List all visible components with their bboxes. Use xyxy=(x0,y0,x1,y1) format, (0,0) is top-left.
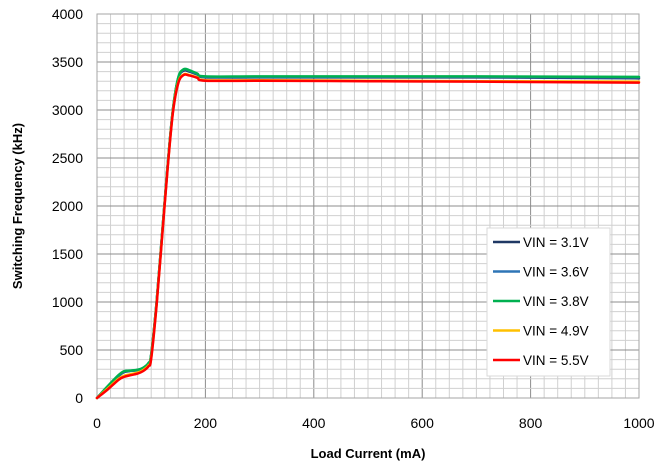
series-line-5 xyxy=(95,73,641,400)
legend-label: VIN = 3.1V xyxy=(523,235,589,250)
legend-label: VIN = 4.9V xyxy=(523,324,589,339)
y-tick-label: 1000 xyxy=(52,294,83,310)
y-tick-label: 500 xyxy=(60,342,84,358)
x-tick-label: 0 xyxy=(93,415,101,431)
series-lines xyxy=(95,67,641,400)
y-axis: 0 500 1000 1500 2000 2500 3000 3500 4000 xyxy=(52,6,83,406)
legend-label: VIN = 3.8V xyxy=(523,294,589,309)
x-tick-label: 800 xyxy=(519,415,543,431)
legend-label: VIN = 5.5V xyxy=(523,353,589,368)
y-tick-label: 3000 xyxy=(52,102,83,118)
y-tick-label: 2000 xyxy=(52,198,83,214)
x-axis-title: Load Current (mA) xyxy=(311,446,426,461)
y-tick-label: 4000 xyxy=(52,6,83,22)
y-axis-title: Switching Frequency (kHz) xyxy=(10,123,25,289)
y-tick-label: 3500 xyxy=(52,54,83,70)
x-tick-label: 200 xyxy=(194,415,218,431)
x-tick-label: 400 xyxy=(302,415,326,431)
y-tick-label: 1500 xyxy=(52,246,83,262)
legend-label: VIN = 3.6V xyxy=(523,265,589,280)
x-tick-label: 1000 xyxy=(623,415,654,431)
x-axis: 0 200 400 600 800 1000 xyxy=(93,415,655,431)
legend: VIN = 3.1V VIN = 3.6V VIN = 3.8V VIN = 4.9V… xyxy=(486,227,611,377)
y-tick-label: 0 xyxy=(75,390,83,406)
plot-frame xyxy=(96,13,640,399)
x-tick-label: 600 xyxy=(411,415,435,431)
y-tick-label: 2500 xyxy=(52,150,83,166)
